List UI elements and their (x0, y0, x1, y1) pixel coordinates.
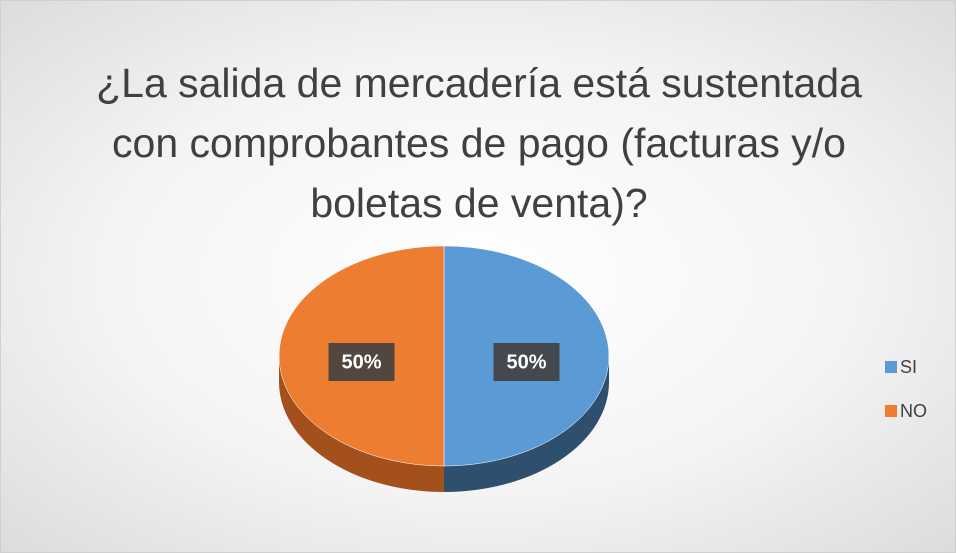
slice-side (444, 356, 609, 492)
data-label: 50% (506, 351, 546, 373)
legend-label: SI (900, 357, 917, 377)
legend-swatch (885, 361, 897, 373)
slice-side (279, 356, 444, 492)
chart-title: ¿La salida de mercadería está sustentada… (96, 60, 862, 226)
data-label: 50% (341, 351, 381, 373)
legend-swatch (885, 405, 897, 417)
label-box (493, 343, 560, 381)
legend-label: NO (900, 401, 927, 421)
label-box (328, 343, 395, 381)
